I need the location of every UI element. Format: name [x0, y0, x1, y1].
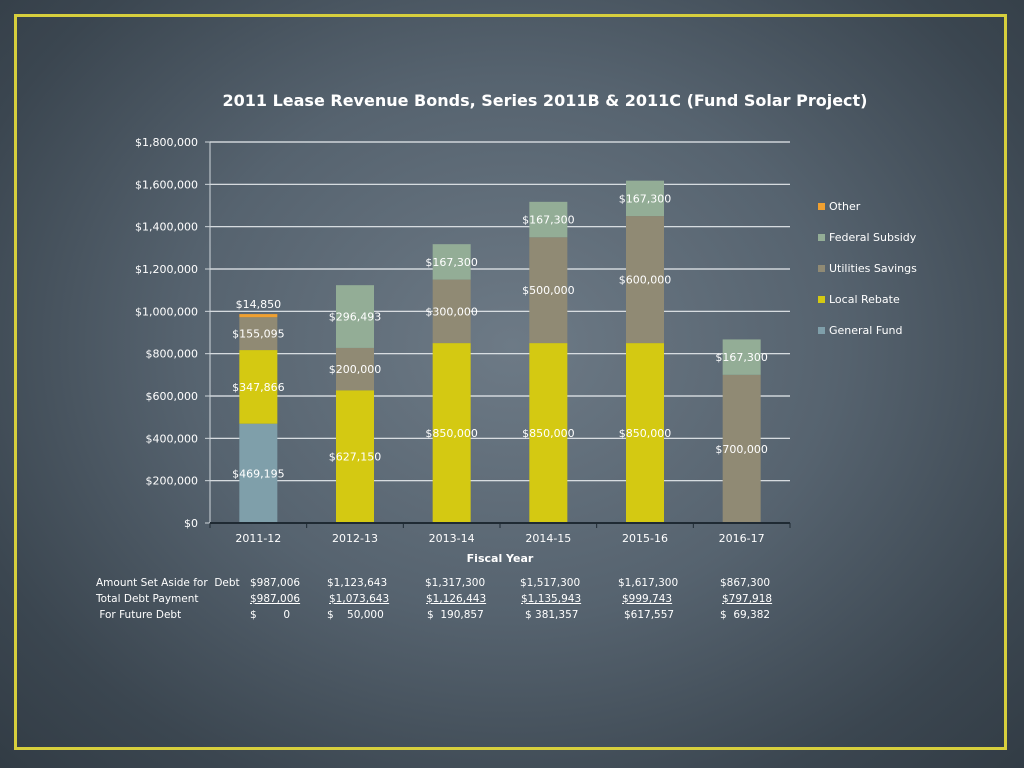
gridlines [210, 141, 790, 482]
bar-segment-federal-subsidy [626, 180, 664, 217]
legend-label: Other [829, 200, 861, 213]
legend-label: Utilities Savings [829, 262, 917, 275]
slide-border [14, 14, 1007, 750]
bar-segment-federal-subsidy [336, 285, 374, 348]
x-tick-label: 2015-16 [622, 532, 668, 545]
legend-label: General Fund [829, 324, 903, 337]
data-label: $627,150 [329, 451, 382, 464]
bar-segment-utilities-savings [432, 279, 471, 344]
bar-labels: $469,195 $347,866 $155,095 $14,850 $627,150 $… [232, 192, 768, 480]
data-label: $155,095 [232, 328, 285, 341]
future-debt-cell: $ 0 [250, 609, 291, 621]
bar-segment-local-rebate [239, 350, 278, 424]
legend-swatch-other [818, 203, 825, 210]
x-axis: 2011-12 2012-13 2013-14 2014-15 2015-16 2016-… [209, 522, 791, 545]
bar-segment-federal-subsidy [529, 201, 568, 238]
set-aside-cell: $1,517,300 [520, 577, 581, 589]
legend-label: Federal Subsidy [829, 231, 917, 244]
total-debt-payment-cell: $1,126,443 [426, 593, 487, 605]
data-label: $347,866 [232, 381, 285, 394]
set-aside-cell: $1,617,300 [618, 577, 679, 589]
total-debt-payment-cell: $987,006 [250, 593, 301, 605]
future-debt-cell: $617,557 [624, 609, 675, 621]
legend-swatch-local-rebate [818, 296, 825, 303]
row-label-total-debt-payment: Total Debt Payment [96, 593, 199, 605]
y-tick-label: $400,000 [146, 432, 199, 445]
x-tick-label: 2013-14 [429, 532, 475, 545]
bars [239, 180, 761, 523]
data-label: $850,000 [619, 427, 672, 440]
data-label: $167,300 [619, 192, 672, 205]
y-tick-label: $1,600,000 [135, 178, 198, 191]
data-label: $600,000 [619, 274, 672, 287]
bar-segment-local-rebate [626, 343, 664, 523]
bar-segment-utilities-savings [336, 347, 374, 391]
y-tick-label: $1,800,000 [135, 136, 198, 149]
set-aside-cell: $987,006 [250, 577, 301, 589]
bar-segment-local-rebate [336, 390, 374, 523]
x-tick-label: 2014-15 [525, 532, 571, 545]
total-debt-payment-cell: $999,743 [622, 593, 673, 605]
set-aside-cell: $1,317,300 [425, 577, 486, 589]
data-label: $850,000 [522, 427, 575, 440]
total-debt-payment-cell: $1,073,643 [329, 593, 390, 605]
x-axis-label: Fiscal Year [467, 552, 534, 565]
data-label: $167,300 [522, 214, 575, 227]
bar-segment-utilities-savings [529, 237, 568, 344]
bar-segment-federal-subsidy [722, 339, 761, 375]
bar-segment-local-rebate [529, 343, 568, 523]
data-label: $296,493 [329, 311, 382, 324]
legend-swatch-utilities-savings [818, 265, 825, 272]
future-debt-cell: $ 50,000 [327, 609, 384, 621]
y-tick-label: $1,000,000 [135, 305, 198, 318]
set-aside-cell: $867,300 [720, 577, 771, 589]
bar-segment-other [239, 314, 278, 318]
x-tick-label: 2016-17 [719, 532, 765, 545]
data-label: $167,300 [425, 256, 478, 269]
data-label: $167,300 [715, 351, 768, 364]
legend: Other Federal Subsidy Utilities Savings Loc… [818, 200, 917, 337]
row-label-future-debt: For Future Debt [96, 609, 182, 621]
legend-swatch-general-fund [818, 327, 825, 334]
y-tick-label: $1,200,000 [135, 263, 198, 276]
data-label: $500,000 [522, 284, 575, 297]
future-debt-cell: $ 381,357 [525, 609, 579, 621]
data-label: $14,850 [236, 298, 282, 311]
future-debt-cell: $ 69,382 [720, 609, 771, 621]
stacked-bar-chart: 2011 Lease Revenue Bonds, Series 2011B &… [135, 91, 917, 565]
y-tick-label: $800,000 [146, 348, 199, 361]
y-tick-label: $200,000 [146, 475, 199, 488]
bar-segment-utilities-savings [626, 216, 664, 344]
bar-segment-general-fund [239, 423, 278, 523]
y-tick-label: $0 [184, 517, 198, 530]
future-debt-cell: $ 190,857 [427, 609, 484, 621]
legend-swatch-federal-subsidy [818, 234, 825, 241]
bar-segment-utilities-savings [722, 374, 761, 523]
row-label-set-aside: Amount Set Aside for Debt [96, 577, 240, 589]
data-label: $200,000 [329, 363, 382, 376]
y-tick-label: $600,000 [146, 390, 199, 403]
data-label: $469,195 [232, 467, 285, 480]
summary-table: Amount Set Aside for Debt Total Debt Pay… [0, 577, 1024, 637]
legend-label: Local Rebate [829, 293, 900, 306]
bar-segment-utilities-savings [239, 317, 278, 351]
x-tick-label: 2012-13 [332, 532, 378, 545]
chart-title: 2011 Lease Revenue Bonds, Series 2011B &… [222, 91, 867, 110]
bar-segment-federal-subsidy [432, 244, 471, 280]
data-label: $700,000 [715, 443, 768, 456]
data-label: $300,000 [425, 305, 478, 318]
y-axis: $0 $200,000 $400,000 $600,000 $800,000 $1,000… [135, 136, 211, 530]
total-debt-payment-cell: $797,918 [722, 593, 773, 605]
total-debt-payment-cell: $1,135,943 [521, 593, 582, 605]
bar-segment-local-rebate [432, 343, 471, 523]
y-tick-label: $1,400,000 [135, 221, 198, 234]
x-tick-label: 2011-12 [235, 532, 281, 545]
set-aside-cell: $1,123,643 [327, 577, 388, 589]
data-label: $850,000 [425, 427, 478, 440]
